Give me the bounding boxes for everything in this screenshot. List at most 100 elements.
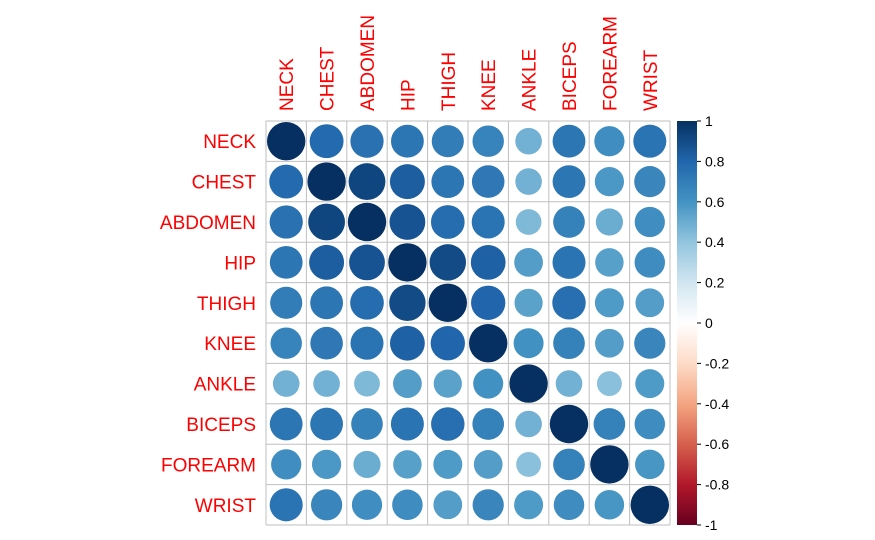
corr-circle-biceps-ankle: [515, 410, 542, 438]
corr-circle-wrist-forearm: [594, 490, 625, 520]
corr-circle-biceps-abdomen: [351, 408, 383, 440]
corr-circle-neck-abdomen: [350, 124, 384, 158]
corr-circle-forearm-ankle: [516, 451, 542, 477]
corr-circle-chest-abdomen: [348, 163, 386, 201]
corr-circle-forearm-chest: [311, 449, 342, 480]
row-label-biceps: BICEPS: [186, 415, 256, 436]
corr-circle-abdomen-forearm: [595, 208, 623, 236]
corr-circle-chest-hip: [389, 164, 425, 200]
row-label-ankle: ANKLE: [194, 375, 256, 396]
corr-circle-hip-neck: [269, 245, 303, 279]
corr-circle-knee-biceps: [553, 327, 585, 360]
corr-circle-thigh-knee: [471, 285, 506, 320]
corr-circle-hip-biceps: [552, 245, 586, 279]
corr-circle-abdomen-neck: [269, 205, 303, 239]
colorbar-tick-label: -0.8: [705, 477, 729, 493]
colorbar-tick-label: -0.4: [705, 396, 729, 412]
corr-circle-neck-thigh: [431, 125, 464, 158]
corr-circle-abdomen-chest: [308, 203, 346, 241]
colorbar: [677, 121, 697, 525]
row-label-knee: KNEE: [204, 334, 256, 355]
row-label-thigh: THIGH: [197, 294, 256, 315]
corr-circle-forearm-wrist: [635, 449, 665, 480]
corr-circle-wrist-wrist: [630, 485, 669, 524]
corr-circle-knee-chest: [310, 326, 343, 360]
corr-circle-thigh-ankle: [514, 288, 543, 317]
corr-circle-thigh-forearm: [594, 288, 624, 318]
corr-circle-abdomen-hip: [389, 204, 426, 240]
row-label-wrist: WRIST: [195, 496, 257, 517]
row-label-hip: HIP: [224, 253, 256, 274]
corr-circle-knee-knee: [469, 324, 508, 363]
corr-circle-biceps-knee: [472, 408, 505, 440]
corr-circle-knee-wrist: [634, 327, 666, 359]
corr-circle-wrist-abdomen: [351, 489, 383, 520]
corr-circle-biceps-biceps: [549, 404, 589, 444]
corr-circle-neck-biceps: [552, 124, 586, 158]
corr-circle-forearm-forearm: [590, 445, 629, 484]
corr-circle-abdomen-wrist: [634, 206, 665, 238]
corr-circle-forearm-neck: [271, 449, 302, 480]
corr-circle-ankle-biceps: [555, 370, 583, 397]
corr-circle-neck-hip: [390, 124, 424, 158]
corr-circle-knee-hip: [390, 325, 425, 361]
grid: [265, 120, 671, 526]
corr-circle-hip-abdomen: [349, 244, 385, 281]
colorbar-tick-label: -0.6: [705, 436, 729, 452]
corr-circle-wrist-thigh: [433, 490, 463, 520]
corr-circle-chest-knee: [471, 165, 505, 198]
row-label-abdomen: ABDOMEN: [160, 213, 256, 234]
column-label-chest: CHEST: [318, 46, 339, 111]
column-labels: NECK CHEST ABDOMEN HIP THIGH KNEE ANKLE BICEPS F…: [277, 15, 662, 111]
column-label-ankle: ANKLE: [520, 49, 541, 111]
corr-circle-knee-abdomen: [350, 326, 384, 360]
column-label-abdomen: ABDOMEN: [358, 15, 379, 111]
corr-circle-ankle-chest: [313, 370, 340, 397]
corr-circle-forearm-thigh: [433, 449, 463, 479]
corr-circle-ankle-knee: [473, 368, 504, 399]
corr-circle-forearm-knee: [473, 450, 503, 479]
colorbar-tick-label: 1: [705, 113, 713, 129]
colorbar-tick-label: 0.4: [705, 234, 725, 250]
colorbar-tick-label: -1: [705, 517, 718, 533]
corr-circle-neck-neck: [267, 122, 306, 161]
corr-circle-wrist-neck: [269, 488, 303, 522]
corr-circle-chest-ankle: [515, 168, 542, 195]
corr-circle-biceps-chest: [310, 407, 344, 441]
corr-circle-abdomen-knee: [471, 205, 505, 239]
corr-circle-ankle-forearm: [596, 371, 622, 397]
corr-circle-hip-hip: [388, 243, 427, 282]
corr-circle-hip-forearm: [595, 248, 624, 277]
corr-circle-knee-neck: [270, 327, 302, 359]
corr-circle-thigh-neck: [270, 286, 303, 319]
column-label-thigh: THIGH: [439, 52, 460, 111]
corr-circle-wrist-ankle: [514, 490, 544, 520]
corr-circle-thigh-hip: [389, 284, 426, 322]
corr-circle-abdomen-thigh: [430, 205, 465, 239]
corr-circle-forearm-abdomen: [353, 450, 381, 478]
colorbar-ticks: 1 0.8 0.6 0.4 0.2 0 -0.2 -0.4 -0.6 -0.8 -1: [697, 113, 729, 533]
corr-circle-chest-biceps: [552, 165, 586, 199]
corr-circle-ankle-ankle: [509, 364, 548, 403]
corr-circle-chest-wrist: [634, 166, 666, 198]
column-label-biceps: BICEPS: [560, 41, 581, 111]
colorbar-gradient: [677, 121, 697, 525]
corr-circle-chest-forearm: [594, 166, 625, 197]
corr-circle-ankle-wrist: [635, 369, 665, 399]
corr-circle-wrist-hip: [392, 489, 423, 521]
row-labels: NECK CHEST ABDOMEN HIP THIGH KNEE ANKLE BICEPS F…: [160, 132, 256, 517]
corr-circle-ankle-thigh: [433, 369, 462, 398]
corr-circle-hip-wrist: [634, 247, 666, 278]
corr-circle-ankle-abdomen: [354, 370, 380, 397]
corr-circle-knee-forearm: [595, 328, 624, 358]
corr-circle-thigh-abdomen: [350, 285, 384, 320]
corr-circle-forearm-hip: [393, 450, 422, 479]
corr-circle-abdomen-abdomen: [347, 202, 387, 242]
corr-circle-thigh-biceps: [552, 286, 586, 320]
corr-circle-wrist-knee: [472, 489, 504, 521]
corr-circle-knee-ankle: [513, 328, 544, 359]
corr-circle-forearm-biceps: [553, 448, 585, 481]
column-label-forearm: FOREARM: [600, 16, 621, 111]
corr-circle-hip-thigh: [429, 244, 467, 281]
corr-circle-biceps-thigh: [431, 407, 465, 441]
